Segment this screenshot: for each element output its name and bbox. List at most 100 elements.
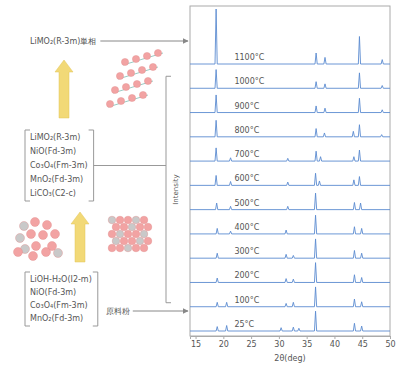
atom <box>116 216 124 224</box>
x-axis-title: 2θ(deg) <box>274 354 305 363</box>
series-label: 25°C <box>234 320 254 329</box>
series-label: 900°C <box>234 102 259 111</box>
atom <box>42 248 51 257</box>
x-tick: 40 <box>330 336 340 349</box>
phase-label: Co₃O₄(Fm-3m) <box>30 301 88 310</box>
x-tick-mark <box>223 336 224 339</box>
arrow <box>133 311 188 312</box>
atom <box>39 231 48 240</box>
xrd-pattern <box>190 95 390 113</box>
atom <box>144 223 152 231</box>
raw-label: 原料粉 <box>106 307 130 316</box>
x-axis-line <box>191 337 391 340</box>
x-tick-label: 50 <box>385 340 395 349</box>
x-tick: 35 <box>302 336 312 349</box>
annotations: LiMO₂(R-3m)単相 LiMO₂(R-3m) NiO(Fd-3m) Co₃O₄(… <box>25 37 188 326</box>
xrd-pattern <box>190 193 390 210</box>
atom <box>144 77 151 84</box>
bracket-left <box>25 130 30 201</box>
atom <box>133 80 140 87</box>
x-tick-label: 45 <box>358 340 368 349</box>
x-tick: 45 <box>358 336 368 349</box>
atom <box>106 100 113 107</box>
atom <box>132 244 140 252</box>
atom <box>128 237 136 245</box>
series-label: 400°C <box>234 223 259 232</box>
x-tick-mark <box>390 336 391 339</box>
x-tick: 25 <box>247 336 257 349</box>
atom <box>116 72 123 79</box>
arrow <box>100 41 188 42</box>
xrd-pattern <box>190 263 390 283</box>
x-tick-mark <box>251 336 252 339</box>
x-tick-label: 15 <box>191 340 201 349</box>
x-tick: 50 <box>385 336 395 349</box>
atom <box>43 221 52 230</box>
icons <box>14 49 164 262</box>
x-tick-label: 25 <box>247 340 257 349</box>
atom <box>132 230 140 238</box>
phase-label: LiOH-H₂O(I2-m) <box>30 275 92 284</box>
series-label: 600°C <box>234 174 259 183</box>
atom <box>108 230 116 238</box>
x-tick: 20 <box>219 336 229 349</box>
x-axis: 15 20 25 30 35 40 45 50 <box>191 336 396 349</box>
atom <box>144 237 152 245</box>
x-tick-label: 30 <box>274 340 284 349</box>
x-tick-label: 40 <box>330 340 340 349</box>
atom <box>149 63 156 70</box>
atom <box>136 237 144 245</box>
bracket-left <box>25 272 30 326</box>
intensity-bracket <box>166 76 171 302</box>
atom <box>132 216 140 224</box>
series-label: 200°C <box>234 271 259 280</box>
series-label: 1000°C <box>234 77 264 86</box>
atom <box>127 69 134 76</box>
series-label: 1100°C <box>234 53 264 62</box>
x-tick-mark <box>196 336 197 339</box>
atom <box>116 244 124 252</box>
atom <box>120 237 128 245</box>
series-label: 300°C <box>234 247 259 256</box>
x-tick-label: 20 <box>219 340 229 349</box>
atom <box>14 248 23 257</box>
xrd-pattern <box>190 148 390 161</box>
xrd-pattern <box>190 239 390 258</box>
atom <box>124 230 132 238</box>
series-label: 800°C <box>234 126 259 135</box>
atom <box>128 94 135 101</box>
series-labels: 25°C 100°C 200°C 300°C 400°C 500°C 600°C 700°C 8… <box>234 53 264 329</box>
atom <box>31 218 40 227</box>
plot-frame <box>190 6 390 336</box>
bracket-right <box>89 130 94 201</box>
atom <box>140 230 148 238</box>
phase-label: LiMO₂(R-3m) <box>30 133 80 142</box>
xrd-pattern <box>190 70 390 89</box>
series-label: 500°C <box>234 199 259 208</box>
x-tick: 30 <box>274 336 284 349</box>
phase-label: LiMO₂(R-3m)単相 <box>30 37 96 46</box>
xrd-pattern <box>190 287 390 307</box>
phase-label: NiO(Fd-3m) <box>30 288 76 297</box>
xrd-pattern <box>190 311 390 331</box>
phase-label: NiO(Fd-3m) <box>30 147 76 156</box>
x-tick-mark <box>279 336 280 339</box>
atom <box>139 91 146 98</box>
atom <box>20 222 29 231</box>
xrd-pattern <box>190 120 390 136</box>
phase-label: LiCO₃(C2-c) <box>30 189 76 198</box>
atom <box>128 223 136 231</box>
series-label: 700°C <box>234 150 259 159</box>
atom <box>29 252 38 261</box>
up-arrow <box>55 60 73 118</box>
phase-label: MnO₂(Fd-3m) <box>30 175 83 184</box>
phase-label: MnO₂(Fd-3m) <box>30 314 83 323</box>
atom <box>112 237 120 245</box>
x-tick-mark <box>362 336 363 339</box>
x-tick: 15 <box>191 336 201 349</box>
atom <box>116 230 124 238</box>
series-label: 100°C <box>234 296 259 305</box>
atom <box>111 86 118 93</box>
atom <box>121 58 128 65</box>
atom <box>16 234 25 243</box>
